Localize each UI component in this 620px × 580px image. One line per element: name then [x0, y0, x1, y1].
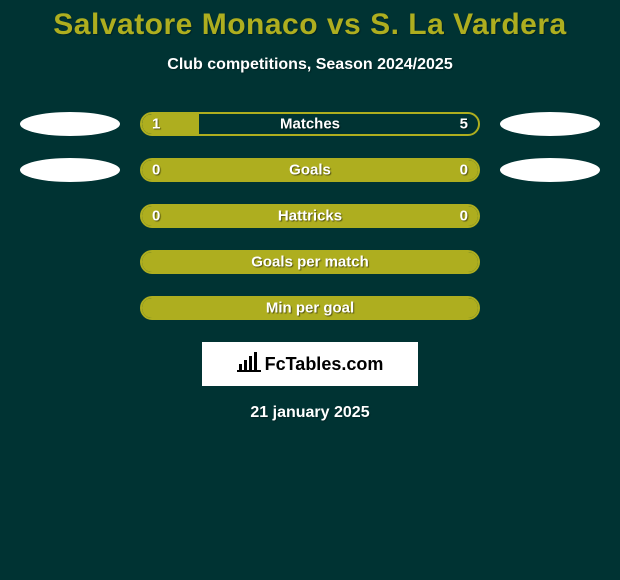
stat-label: Min per goal	[266, 300, 354, 317]
stat-row: 0 0 Hattricks	[0, 204, 620, 228]
stats-list: 1 5 Matches 0 0 Goals 0 0 Hattricks Goals per mat…	[0, 112, 620, 320]
stat-value-left: 0	[152, 208, 160, 225]
date-label: 21 january 2025	[0, 404, 620, 422]
logo-box: FcTables.com	[202, 342, 418, 386]
stat-row: 1 5 Matches	[0, 112, 620, 136]
stat-bar: 1 5 Matches	[140, 112, 480, 136]
stat-row: Min per goal	[0, 296, 620, 320]
stat-label: Matches	[280, 116, 340, 133]
stat-label: Hattricks	[278, 208, 342, 225]
page-title: Salvatore Monaco vs S. La Vardera	[0, 8, 620, 42]
subtitle: Club competitions, Season 2024/2025	[0, 56, 620, 74]
stat-bar: 0 0 Goals	[140, 158, 480, 182]
player-right-ellipse	[500, 112, 600, 136]
stat-value-left: 0	[152, 162, 160, 179]
stat-bar: Min per goal	[140, 296, 480, 320]
stat-value-right: 0	[460, 162, 468, 179]
stat-value-right: 5	[460, 116, 468, 133]
stat-label: Goals	[289, 162, 331, 179]
player-left-ellipse	[20, 158, 120, 182]
stat-bar: Goals per match	[140, 250, 480, 274]
comparison-card: Salvatore Monaco vs S. La Vardera Club c…	[0, 0, 620, 422]
stat-label: Goals per match	[251, 254, 369, 271]
bar-left-fill	[142, 114, 199, 134]
stat-row: 0 0 Goals	[0, 158, 620, 182]
stat-bar: 0 0 Hattricks	[140, 204, 480, 228]
stat-row: Goals per match	[0, 250, 620, 274]
player-right-ellipse	[500, 158, 600, 182]
logo-text: FcTables.com	[265, 354, 384, 375]
stat-value-right: 0	[460, 208, 468, 225]
bar-chart-icon	[237, 352, 261, 377]
stat-value-left: 1	[152, 116, 160, 133]
player-left-ellipse	[20, 112, 120, 136]
